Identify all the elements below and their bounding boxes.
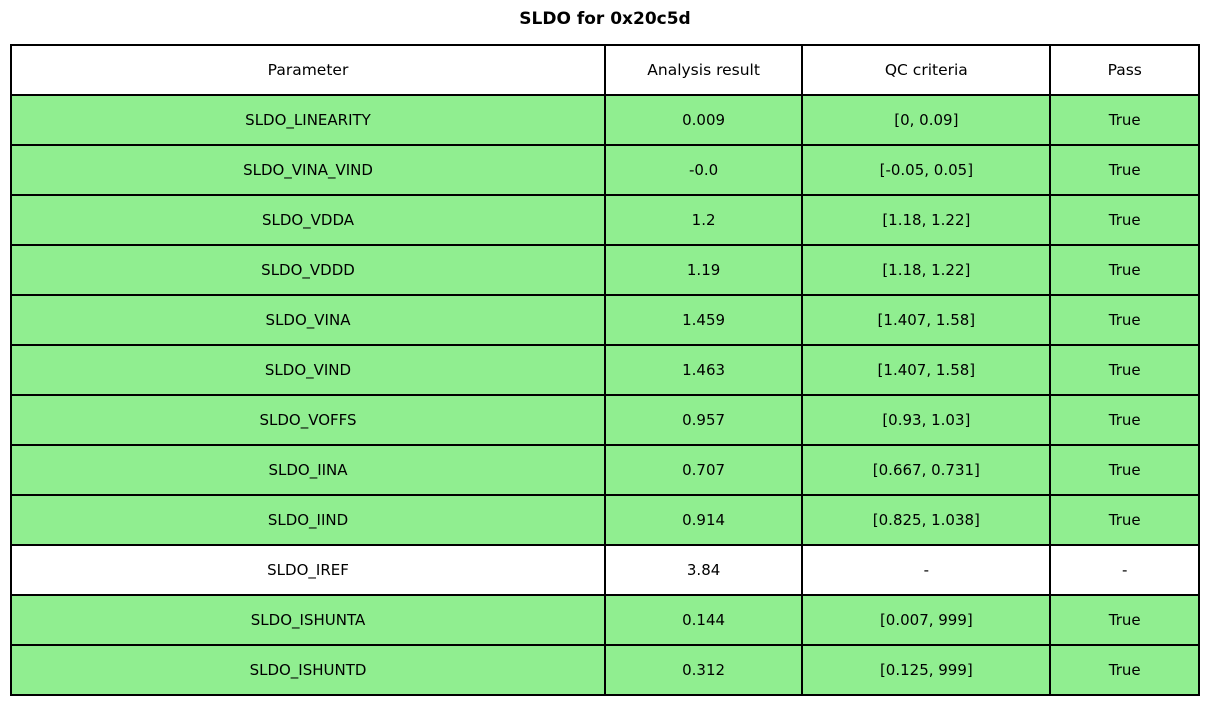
- pass-cell: True: [1049, 194, 1200, 246]
- table-row: SLDO_IIND 0.914 [0.825, 1.038] True: [10, 494, 1200, 546]
- table-body: SLDO_LINEARITY 0.009 [0, 0.09] True SLDO_VIN…: [10, 94, 1200, 696]
- pass-cell: True: [1049, 94, 1200, 146]
- qc-criteria-cell: [0.125, 999]: [801, 644, 1052, 696]
- analysis-result-cell: 0.707: [603, 444, 804, 496]
- pass-cell: True: [1049, 144, 1200, 196]
- pass-cell: True: [1049, 294, 1200, 346]
- analysis-result-cell: 1.19: [603, 244, 804, 296]
- parameter-cell: SLDO_VIND: [10, 344, 606, 396]
- header-parameter: Parameter: [10, 44, 606, 96]
- parameter-cell: SLDO_VINA: [10, 294, 606, 346]
- table-row: SLDO_VOFFS 0.957 [0.93, 1.03] True: [10, 394, 1200, 446]
- qc-criteria-cell: [1.18, 1.22]: [801, 194, 1052, 246]
- header-row: Parameter Analysis result QC criteria Pa…: [10, 44, 1200, 96]
- parameter-cell: SLDO_ISHUNTD: [10, 644, 606, 696]
- table-header: Parameter Analysis result QC criteria Pa…: [10, 44, 1200, 96]
- parameter-cell: SLDO_LINEARITY: [10, 94, 606, 146]
- table-row: SLDO_LINEARITY 0.009 [0, 0.09] True: [10, 94, 1200, 146]
- header-pass: Pass: [1049, 44, 1200, 96]
- header-qc-criteria: QC criteria: [801, 44, 1052, 96]
- parameter-cell: SLDO_ISHUNTA: [10, 594, 606, 646]
- pass-cell: True: [1049, 244, 1200, 296]
- pass-cell: True: [1049, 344, 1200, 396]
- analysis-result-cell: 0.144: [603, 594, 804, 646]
- table-row: SLDO_VINA 1.459 [1.407, 1.58] True: [10, 294, 1200, 346]
- qc-criteria-cell: [0.93, 1.03]: [801, 394, 1052, 446]
- qc-results-table: Parameter Analysis result QC criteria Pa…: [10, 44, 1200, 696]
- qc-criteria-cell: [1.407, 1.58]: [801, 344, 1052, 396]
- qc-criteria-cell: [-0.05, 0.05]: [801, 144, 1052, 196]
- pass-cell: True: [1049, 444, 1200, 496]
- pass-cell: True: [1049, 594, 1200, 646]
- qc-criteria-cell: -: [801, 544, 1052, 596]
- analysis-result-cell: 0.009: [603, 94, 804, 146]
- analysis-result-cell: 1.2: [603, 194, 804, 246]
- pass-cell: True: [1049, 644, 1200, 696]
- parameter-cell: SLDO_IREF: [10, 544, 606, 596]
- parameter-cell: SLDO_VINA_VIND: [10, 144, 606, 196]
- pass-cell: -: [1049, 544, 1200, 596]
- parameter-cell: SLDO_VOFFS: [10, 394, 606, 446]
- table-row: SLDO_IINA 0.707 [0.667, 0.731] True: [10, 444, 1200, 496]
- page-title: SLDO for 0x20c5d: [519, 9, 691, 29]
- parameter-cell: SLDO_VDDD: [10, 244, 606, 296]
- table-row: SLDO_VIND 1.463 [1.407, 1.58] True: [10, 344, 1200, 396]
- analysis-result-cell: 0.914: [603, 494, 804, 546]
- table-row: SLDO_VINA_VIND -0.0 [-0.05, 0.05] True: [10, 144, 1200, 196]
- table-row: SLDO_VDDA 1.2 [1.18, 1.22] True: [10, 194, 1200, 246]
- qc-criteria-cell: [1.18, 1.22]: [801, 244, 1052, 296]
- pass-cell: True: [1049, 494, 1200, 546]
- pass-cell: True: [1049, 394, 1200, 446]
- parameter-cell: SLDO_IIND: [10, 494, 606, 546]
- qc-criteria-cell: [0.825, 1.038]: [801, 494, 1052, 546]
- table-row: SLDO_ISHUNTA 0.144 [0.007, 999] True: [10, 594, 1200, 646]
- table-row: SLDO_VDDD 1.19 [1.18, 1.22] True: [10, 244, 1200, 296]
- qc-criteria-cell: [1.407, 1.58]: [801, 294, 1052, 346]
- analysis-result-cell: 3.84: [603, 544, 804, 596]
- qc-criteria-cell: [0.007, 999]: [801, 594, 1052, 646]
- parameter-cell: SLDO_VDDA: [10, 194, 606, 246]
- analysis-result-cell: 0.957: [603, 394, 804, 446]
- qc-criteria-cell: [0.667, 0.731]: [801, 444, 1052, 496]
- table-row: SLDO_IREF 3.84- -: [10, 544, 1200, 596]
- table-row: SLDO_ISHUNTD 0.312 [0.125, 999] True: [10, 644, 1200, 696]
- analysis-result-cell: 1.463: [603, 344, 804, 396]
- parameter-cell: SLDO_IINA: [10, 444, 606, 496]
- analysis-result-cell: -0.0: [603, 144, 804, 196]
- header-analysis-result: Analysis result: [603, 44, 804, 96]
- analysis-result-cell: 1.459: [603, 294, 804, 346]
- analysis-result-cell: 0.312: [603, 644, 804, 696]
- qc-criteria-cell: [0, 0.09]: [801, 94, 1052, 146]
